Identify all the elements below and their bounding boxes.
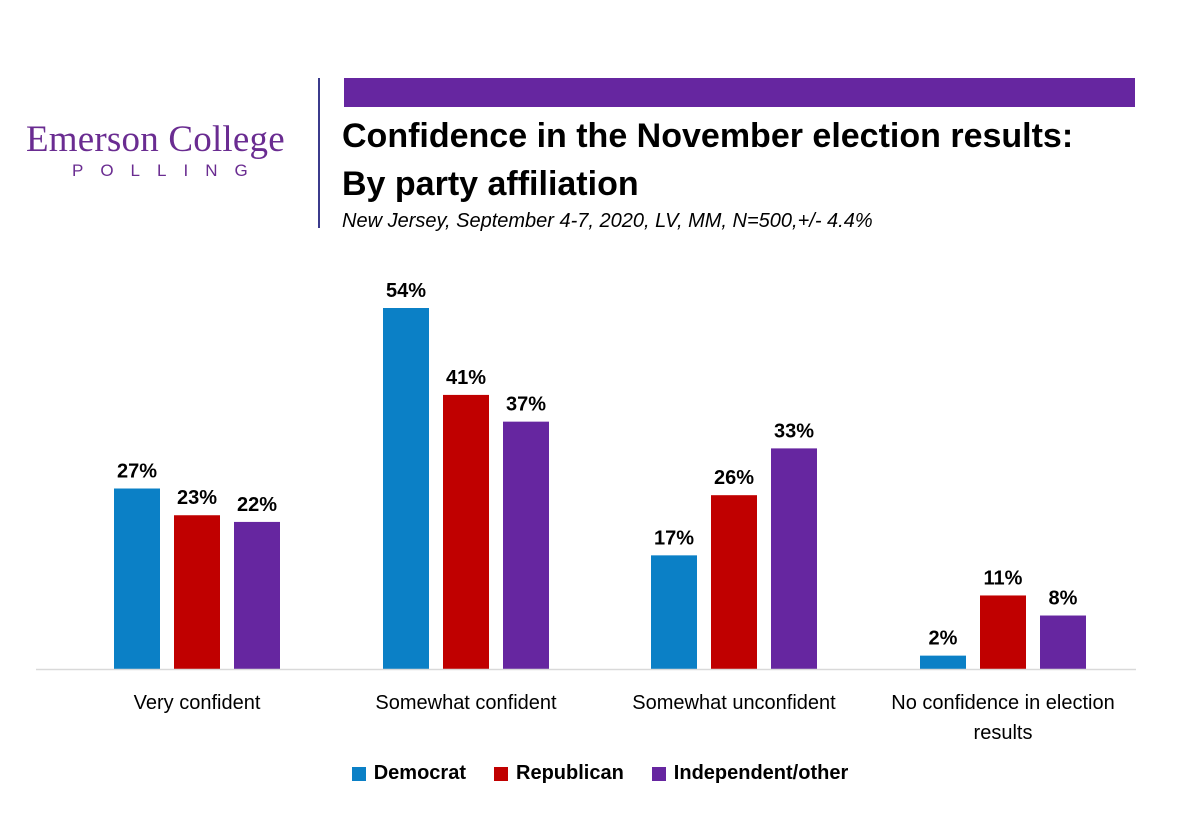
bar-republican-2	[443, 394, 489, 669]
legend-label: Republican	[516, 762, 624, 784]
bar-democrat-4	[920, 655, 966, 669]
data-label: 41%	[446, 367, 486, 389]
legend-swatch	[351, 766, 366, 781]
legend-item-republican: Republican	[494, 762, 624, 785]
data-label: 37%	[506, 394, 546, 416]
chart-legend: Democrat Republican Independent/other	[0, 762, 1200, 785]
data-label: 22%	[237, 494, 277, 516]
bar-democrat-2	[383, 308, 429, 669]
data-label: 8%	[1049, 588, 1078, 610]
chart-title: Confidence in the November election resu…	[342, 112, 1073, 208]
chart-subtitle: New Jersey, September 4-7, 2020, LV, MM,…	[342, 210, 873, 232]
bar-republican-3	[711, 495, 757, 669]
bar-democrat-1	[114, 488, 160, 669]
legend-label: Democrat	[373, 762, 466, 784]
category-label: Somewhat unconfident	[632, 692, 836, 714]
data-label: 33%	[774, 420, 814, 442]
logo-subtitle: POLLING	[72, 161, 265, 180]
category-label: results	[974, 722, 1033, 744]
bar-republican-4	[980, 595, 1026, 669]
bar-democrat-3	[651, 555, 697, 669]
category-label: No confidence in election	[891, 692, 1114, 714]
bar-independent-other-2	[503, 421, 549, 669]
bar-republican-1	[174, 515, 220, 669]
data-label: 17%	[654, 527, 694, 549]
legend-item-independent-other: Independent/other	[651, 762, 849, 785]
data-label: 54%	[386, 280, 426, 302]
header-divider	[318, 78, 320, 228]
legend-label: Independent/other	[673, 762, 849, 784]
legend-swatch	[651, 766, 666, 781]
legend-item-democrat: Democrat	[351, 762, 466, 785]
chart-title-line-2: By party affiliation	[342, 165, 639, 203]
category-label: Very confident	[134, 692, 261, 714]
bar-independent-other-3	[771, 448, 817, 669]
data-label: 27%	[117, 461, 157, 483]
legend-swatch	[494, 766, 508, 781]
data-label: 23%	[177, 487, 217, 509]
logo-name: Emerson College	[26, 119, 285, 160]
bar-independent-other-4	[1040, 615, 1086, 669]
category-label: Somewhat confident	[375, 692, 557, 714]
accent-bar	[344, 78, 1135, 107]
data-label: 11%	[984, 567, 1023, 589]
data-label: 26%	[714, 467, 754, 489]
chart-title-line-1: Confidence in the November election resu…	[342, 117, 1074, 155]
bar-independent-other-1	[234, 521, 280, 669]
data-label: 2%	[929, 628, 958, 650]
